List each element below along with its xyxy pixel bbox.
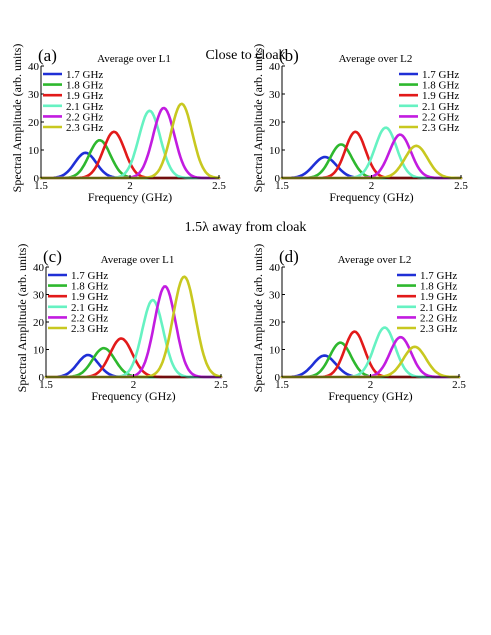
legend-label: 1.9 GHz <box>66 90 103 102</box>
y-tick-label: 10 <box>28 145 40 157</box>
legend-label: 2.2 GHz <box>71 312 108 324</box>
y-tick-label: 20 <box>269 117 281 129</box>
panel-label: (c) <box>43 247 62 266</box>
x-tick-label: 1.5 <box>39 379 53 391</box>
legend-label: 2.1 GHz <box>420 302 457 314</box>
section-title-close: Close to cloak <box>205 48 286 63</box>
y-tick-label: 0 <box>39 372 45 384</box>
y-tick-label: 0 <box>275 372 281 384</box>
panel-title: Average over L2 <box>338 254 412 266</box>
y-tick-label: 40 <box>28 61 40 73</box>
legend-label: 2.2 GHz <box>66 111 103 123</box>
section-title-away: 1.5λ away from cloak <box>184 220 307 235</box>
legend-label: 1.8 GHz <box>422 80 459 92</box>
legend-label: 1.7 GHz <box>66 69 103 81</box>
y-tick-label: 30 <box>269 89 281 101</box>
legend-label: 1.9 GHz <box>420 291 457 303</box>
legend-label: 1.7 GHz <box>71 270 108 282</box>
legend-label: 1.9 GHz <box>71 291 108 303</box>
x-axis-label: Frequency (GHz) <box>88 190 172 204</box>
legend-label: 1.8 GHz <box>420 281 457 293</box>
y-tick-label: 30 <box>269 290 281 302</box>
legend-label: 2.2 GHz <box>422 111 459 123</box>
y-tick-label: 10 <box>269 345 281 357</box>
x-tick-label: 1.5 <box>275 180 289 192</box>
x-tick-label: 2.5 <box>452 379 466 391</box>
x-tick-label: 2.5 <box>214 379 228 391</box>
y-tick-label: 20 <box>269 317 281 329</box>
y-axis-label: Spectral Amplitude (arb. units) <box>10 44 24 193</box>
x-tick-label: 2.5 <box>454 180 468 192</box>
x-axis-label: Frequency (GHz) <box>329 190 413 204</box>
x-axis-label: Frequency (GHz) <box>91 389 175 403</box>
legend-label: 2.1 GHz <box>422 101 459 113</box>
x-tick-label: 2.5 <box>212 180 226 192</box>
y-tick-label: 0 <box>275 173 281 185</box>
x-tick-label: 2 <box>131 379 137 391</box>
x-tick-label: 1.5 <box>275 379 289 391</box>
chart-panel-3: 0 10 20 30 40 1.5 2 2.5 Frequency (GHz) Spectral … <box>15 244 228 403</box>
x-tick-label: 1.5 <box>34 180 48 192</box>
chart-panel-2: 0 10 20 30 40 1.5 2 2.5 Frequency (GHz) Spectral … <box>251 44 468 204</box>
legend-label: 1.7 GHz <box>422 69 459 81</box>
legend-label: 1.9 GHz <box>422 90 459 102</box>
y-axis-label: Spectral Amplitude (arb. units) <box>15 244 29 393</box>
x-tick-label: 2 <box>127 180 133 192</box>
y-tick-label: 20 <box>28 117 40 129</box>
y-tick-label: 0 <box>34 173 40 185</box>
legend-label: 1.7 GHz <box>420 270 457 282</box>
panel-title: Average over L2 <box>339 53 413 65</box>
chart-panel-4: 0 10 20 30 40 1.5 2 2.5 Frequency (GHz) Spectral … <box>251 244 466 403</box>
legend-label: 2.1 GHz <box>71 302 108 314</box>
x-axis-label: Frequency (GHz) <box>328 389 412 403</box>
legend-label: 2.3 GHz <box>71 323 108 335</box>
legend-label: 2.2 GHz <box>420 312 457 324</box>
panel-title: Average over L1 <box>101 254 175 266</box>
x-tick-label: 2 <box>369 180 375 192</box>
y-tick-label: 20 <box>33 317 45 329</box>
legend-label: 2.3 GHz <box>422 122 459 134</box>
y-tick-label: 40 <box>269 262 281 274</box>
panel-label: (d) <box>279 247 299 266</box>
y-tick-label: 40 <box>33 262 45 274</box>
panel-label: (a) <box>38 46 57 65</box>
panel-label: (b) <box>279 46 299 65</box>
y-tick-label: 40 <box>269 61 281 73</box>
chart-panel-1: 0 10 20 30 40 1.5 2 2.5 Frequency (GHz) Spectral … <box>10 44 226 204</box>
legend-label: 2.3 GHz <box>420 323 457 335</box>
y-tick-label: 30 <box>33 290 45 302</box>
y-tick-label: 10 <box>33 345 45 357</box>
series-line-2 <box>280 143 463 180</box>
legend-label: 1.8 GHz <box>71 281 108 293</box>
y-tick-label: 30 <box>28 89 40 101</box>
legend-label: 1.8 GHz <box>66 80 103 92</box>
legend-label: 2.1 GHz <box>66 101 103 113</box>
y-tick-label: 10 <box>269 145 281 157</box>
legend-label: 2.3 GHz <box>66 122 103 134</box>
y-axis-label: Spectral Amplitude (arb. units) <box>251 44 265 193</box>
panel-title: Average over L1 <box>97 53 171 65</box>
x-tick-label: 2 <box>368 379 374 391</box>
y-axis-label: Spectral Amplitude (arb. units) <box>251 244 265 393</box>
